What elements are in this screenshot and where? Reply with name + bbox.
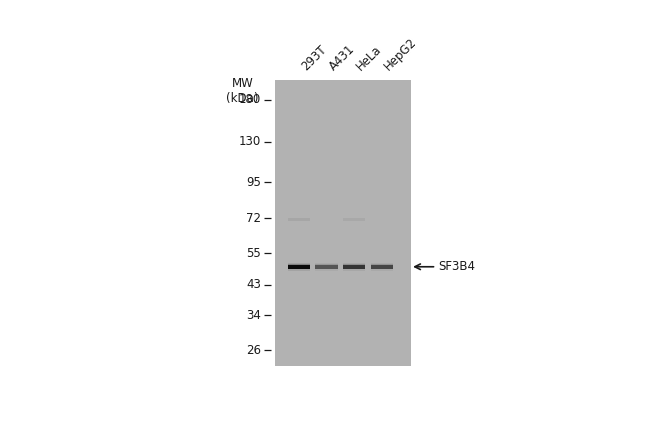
Text: 34: 34 xyxy=(246,309,261,322)
Bar xyxy=(275,80,411,366)
Bar xyxy=(315,263,337,271)
Bar xyxy=(288,218,310,221)
Text: HeLa: HeLa xyxy=(354,43,385,73)
Bar xyxy=(343,218,365,221)
Bar xyxy=(288,264,310,270)
Bar xyxy=(315,265,337,269)
Text: A431: A431 xyxy=(326,43,358,73)
Text: 72: 72 xyxy=(246,212,261,225)
Text: 180: 180 xyxy=(239,93,261,106)
Bar xyxy=(371,263,393,271)
Text: HepG2: HepG2 xyxy=(382,36,419,73)
Text: 43: 43 xyxy=(246,279,261,292)
Bar xyxy=(343,265,365,269)
Bar xyxy=(288,263,310,271)
Text: 293T: 293T xyxy=(299,43,329,73)
Text: 130: 130 xyxy=(239,135,261,149)
Bar xyxy=(315,264,337,270)
Text: 26: 26 xyxy=(246,344,261,357)
Text: SF3B4: SF3B4 xyxy=(438,260,475,273)
Bar xyxy=(343,263,365,271)
Bar xyxy=(371,264,393,270)
Bar xyxy=(343,264,365,270)
Text: 95: 95 xyxy=(246,176,261,189)
Bar xyxy=(371,265,393,269)
Text: MW
(kDa): MW (kDa) xyxy=(226,77,259,105)
Bar xyxy=(288,265,310,269)
Text: 55: 55 xyxy=(246,246,261,260)
